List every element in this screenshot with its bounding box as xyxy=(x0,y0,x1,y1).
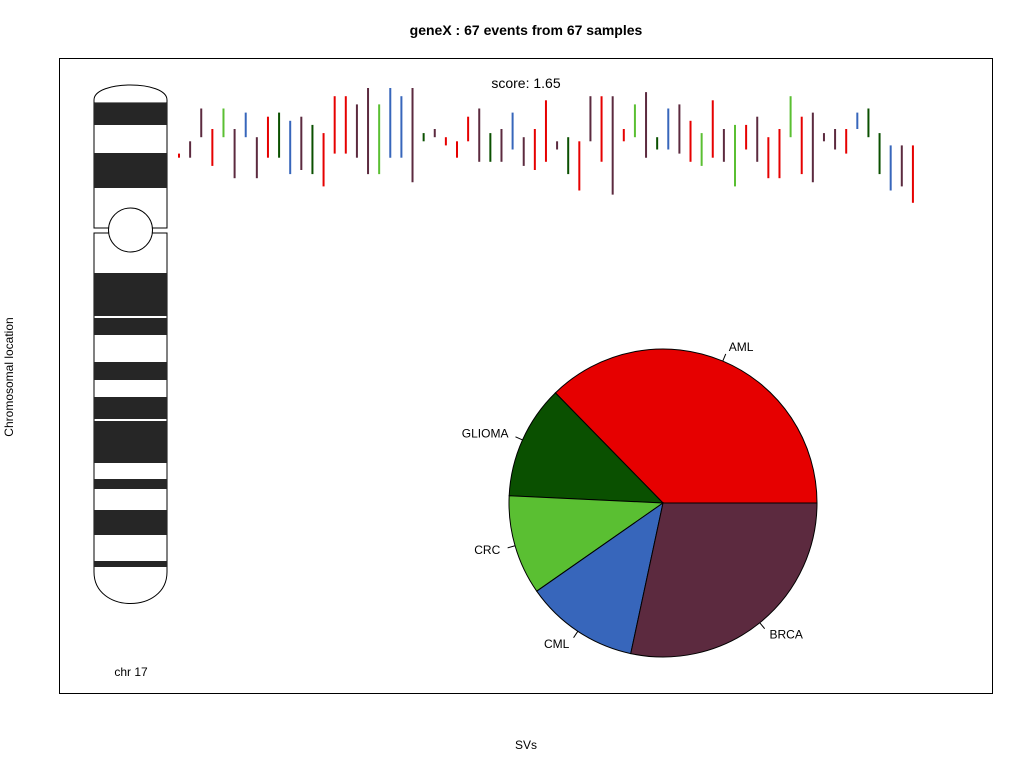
pie-slice-aml xyxy=(554,348,818,504)
pie-label-brca: BRCA xyxy=(770,628,803,642)
pie-slice-glioma xyxy=(508,392,665,504)
sv-segments xyxy=(178,88,914,203)
chromosome-band xyxy=(94,362,167,380)
pie-slice-brca xyxy=(630,502,818,658)
chart-title: geneX : 67 events from 67 samples xyxy=(410,22,643,38)
chromosome-band xyxy=(94,273,167,316)
centromere xyxy=(108,207,153,253)
y-axis-label: Chromosomal location xyxy=(2,317,16,436)
chromosome-label: chr 17 xyxy=(114,665,148,679)
chromosome-band xyxy=(94,421,167,463)
pie-slice-cml xyxy=(536,501,664,655)
chromosome-bottom-cap xyxy=(93,567,168,604)
pie-label-tick xyxy=(515,436,523,441)
x-axis-label: SVs xyxy=(515,738,537,752)
pie-label-cml: CML xyxy=(544,637,570,651)
score-label: score: 1.65 xyxy=(491,75,560,91)
chromosome-band xyxy=(94,318,167,335)
chromosome-band xyxy=(94,479,167,489)
pie-label-glioma: GLIOMA xyxy=(462,427,509,441)
chromosome-band xyxy=(94,397,167,419)
chromosome-band xyxy=(94,153,167,188)
chromosome-band xyxy=(94,510,167,535)
pie-label-tick xyxy=(722,353,727,362)
plot-frame xyxy=(59,58,993,694)
pie-label-tick xyxy=(759,622,766,630)
chromosome-top-cap xyxy=(93,84,168,104)
pie-label-aml: AML xyxy=(729,340,754,354)
chromosome-band xyxy=(94,561,167,567)
pie-chart: AML GLIOMA CRC CML BRCA xyxy=(462,340,818,658)
pie-label-tick xyxy=(573,631,579,638)
pie-label-crc: CRC xyxy=(474,543,500,557)
chromosome-band xyxy=(94,103,167,125)
pie-label-tick xyxy=(507,545,516,549)
pie-slice-crc xyxy=(508,495,665,592)
chromosome-ideogram xyxy=(93,84,168,604)
